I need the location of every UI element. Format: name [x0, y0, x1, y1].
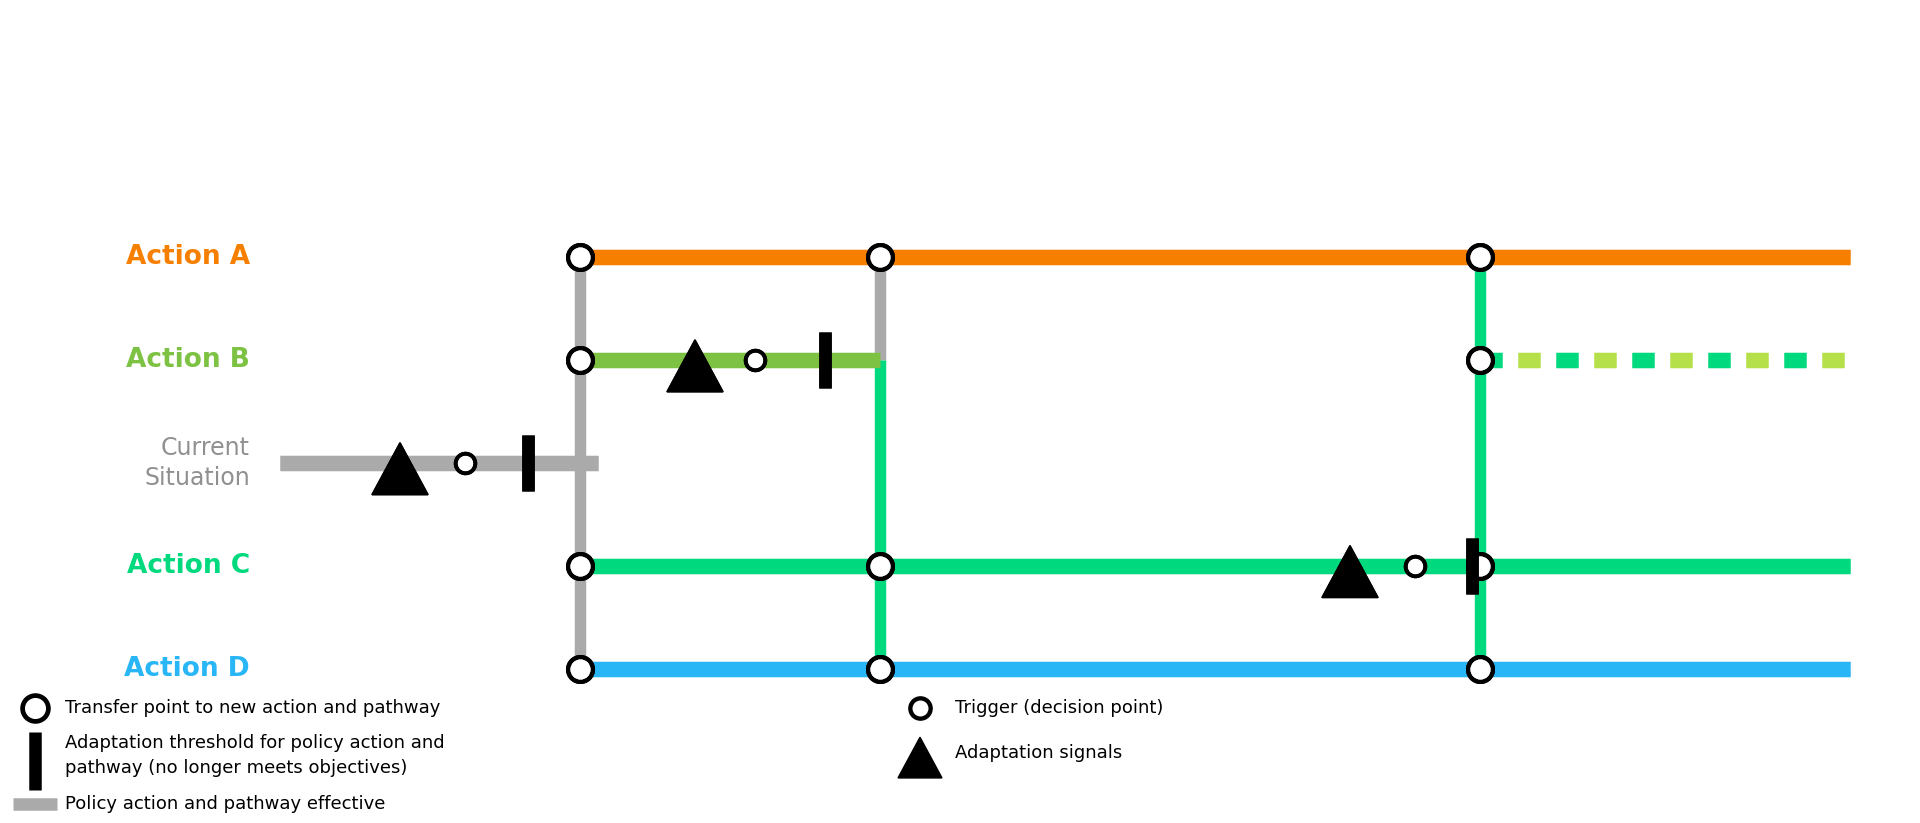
- Point: [449, 456, 480, 469]
- Point: [1465, 662, 1496, 675]
- Point: [864, 560, 895, 573]
- Point: [564, 354, 595, 367]
- Point: [864, 251, 895, 264]
- Text: Adaptation signals: Adaptation signals: [954, 744, 1123, 762]
- Point: [564, 662, 595, 675]
- Point: [1465, 662, 1496, 675]
- Point: [739, 354, 770, 367]
- Point: [564, 560, 595, 573]
- Point: [1465, 354, 1496, 367]
- Point: [564, 251, 595, 264]
- Point: [564, 251, 595, 264]
- Point: [864, 560, 895, 573]
- Point: [864, 662, 895, 675]
- Point: [564, 662, 595, 675]
- Point: [904, 701, 935, 714]
- Point: [564, 560, 595, 573]
- Polygon shape: [1323, 546, 1379, 597]
- Point: [564, 560, 595, 573]
- Point: [1400, 560, 1430, 573]
- Point: [564, 354, 595, 367]
- Point: [1400, 560, 1430, 573]
- Point: [1465, 662, 1496, 675]
- Point: [739, 354, 770, 367]
- Point: [564, 662, 595, 675]
- Text: Current
Situation: Current Situation: [144, 436, 250, 490]
- Text: Policy action and pathway effective: Policy action and pathway effective: [65, 796, 386, 813]
- Polygon shape: [372, 443, 428, 495]
- Point: [864, 560, 895, 573]
- Point: [864, 560, 895, 573]
- Polygon shape: [372, 443, 428, 495]
- Point: [564, 662, 595, 675]
- Point: [1465, 560, 1496, 573]
- Point: [1465, 560, 1496, 573]
- Point: [564, 354, 595, 367]
- Polygon shape: [899, 737, 943, 778]
- Point: [19, 701, 50, 714]
- Text: Adaptation threshold for policy action and
pathway (no longer meets objectives): Adaptation threshold for policy action a…: [65, 733, 445, 777]
- Point: [864, 251, 895, 264]
- Point: [449, 456, 480, 469]
- Point: [1465, 662, 1496, 675]
- Polygon shape: [1323, 546, 1379, 597]
- Point: [1465, 251, 1496, 264]
- Point: [1465, 354, 1496, 367]
- Point: [739, 354, 770, 367]
- Point: [1465, 251, 1496, 264]
- Point: [564, 251, 595, 264]
- Point: [864, 251, 895, 264]
- Point: [864, 662, 895, 675]
- Point: [739, 354, 770, 367]
- Text: Trigger (decision point): Trigger (decision point): [954, 699, 1164, 717]
- Point: [1465, 251, 1496, 264]
- Point: [904, 701, 935, 714]
- Point: [19, 701, 50, 714]
- Polygon shape: [666, 340, 724, 392]
- Point: [864, 662, 895, 675]
- Point: [564, 354, 595, 367]
- Point: [449, 456, 480, 469]
- Text: Transfer point to new action and pathway: Transfer point to new action and pathway: [65, 699, 440, 717]
- Point: [1465, 251, 1496, 264]
- Text: Action B: Action B: [127, 347, 250, 373]
- Point: [1465, 560, 1496, 573]
- Point: [864, 251, 895, 264]
- Point: [1400, 560, 1430, 573]
- Point: [1465, 560, 1496, 573]
- Point: [864, 662, 895, 675]
- Text: Action C: Action C: [127, 553, 250, 579]
- Text: Action A: Action A: [127, 244, 250, 270]
- Polygon shape: [666, 340, 724, 392]
- Point: [1465, 354, 1496, 367]
- Point: [564, 560, 595, 573]
- Text: Action D: Action D: [125, 656, 250, 681]
- Point: [449, 456, 480, 469]
- Point: [1465, 354, 1496, 367]
- Point: [1400, 560, 1430, 573]
- Point: [564, 251, 595, 264]
